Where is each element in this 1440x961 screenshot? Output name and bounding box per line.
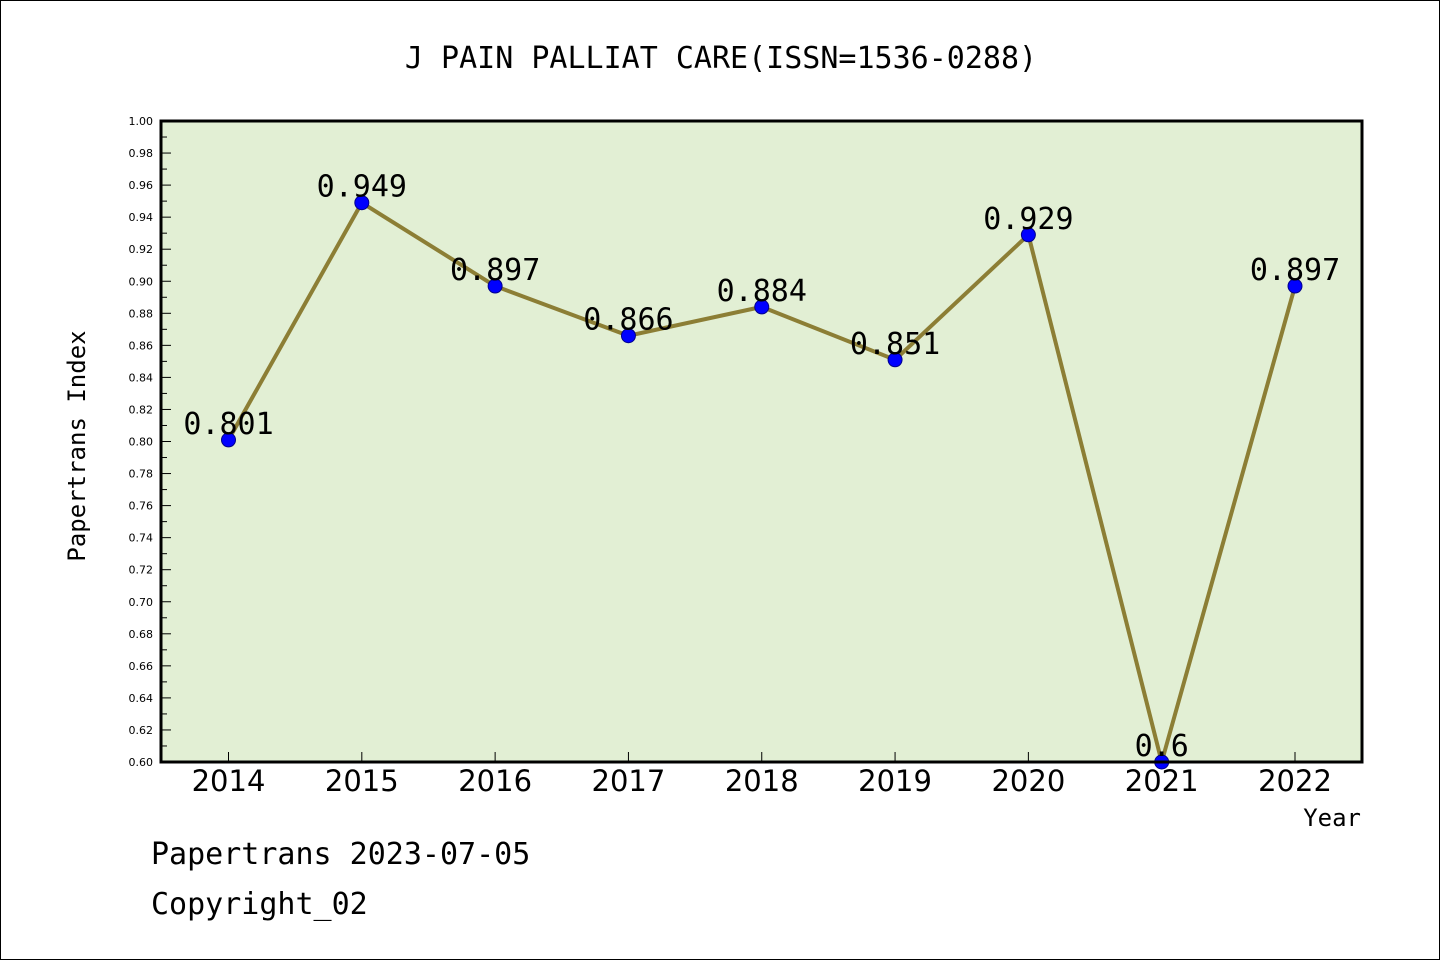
y-tick-label: 0.68 [129, 628, 154, 641]
data-point [887, 352, 903, 368]
data-point [221, 432, 236, 448]
series-points [221, 195, 1303, 770]
x-axis-ticks: 2014 2015 2016 2017 2018 2019 2020 2021 2022 [192, 752, 1332, 798]
y-axis-ticks: 0.60 0.62 0.64 0.66 0.68 0.70 0.72 0.74 0.76 0.78… [129, 115, 171, 769]
y-tick-label: 0.88 [129, 307, 154, 320]
y-tick-label: 0.96 [129, 179, 154, 192]
chart-title: J PAIN PALLIAT CARE(ISSN=1536-0288) [405, 41, 1037, 76]
data-point [754, 299, 770, 315]
y-tick-label: 0.90 [129, 275, 154, 288]
footer-date: Papertrans 2023-07-05 [151, 837, 530, 872]
y-tick-label: 0.76 [129, 500, 154, 513]
data-point [487, 278, 503, 294]
data-label: 0.897 [1250, 253, 1340, 288]
data-label: 0.884 [717, 274, 807, 309]
y-tick-label: 0.72 [129, 564, 154, 577]
data-point [1287, 278, 1303, 294]
y-tick-label: 0.74 [129, 532, 154, 545]
y-tick-label: 0.86 [129, 339, 154, 352]
y-tick-label: 0.94 [129, 211, 154, 224]
footer-copyright: Copyright_02 [151, 887, 368, 922]
y-tick-label: 0.84 [129, 371, 154, 384]
x-tick-label: 2015 [325, 764, 399, 798]
x-tick-label: 2021 [1125, 764, 1199, 798]
y-tick-label: 0.62 [129, 724, 154, 737]
plot-frame [159, 119, 1364, 764]
data-point [620, 328, 636, 344]
data-label: 0.949 [317, 170, 407, 205]
data-label: 0.6 [1135, 729, 1189, 764]
data-label: 0.801 [183, 407, 273, 442]
y-tick-label: 0.98 [129, 147, 154, 160]
x-tick-label: 2017 [592, 764, 666, 798]
data-label: 0.851 [850, 327, 940, 362]
y-tick-label: 0.70 [129, 596, 154, 609]
data-label: 0.897 [450, 253, 540, 288]
y-tick-label: 1.00 [129, 115, 154, 128]
y-tick-label: 0.64 [129, 692, 154, 705]
x-tick-label: 2018 [725, 764, 799, 798]
y-axis-label: Papertrans Index [63, 330, 91, 561]
x-tick-label: 2019 [858, 764, 932, 798]
x-tick-label: 2014 [192, 764, 266, 798]
y-tick-label: 0.82 [129, 403, 154, 416]
data-labels: 0.801 0.949 0.897 0.866 0.884 0.851 0.929 0.6 0.… [183, 170, 1340, 764]
y-tick-label: 0.78 [129, 468, 154, 481]
y-tick-label: 0.66 [129, 660, 154, 673]
y-tick-label: 0.80 [129, 436, 154, 449]
data-point [1020, 227, 1036, 243]
x-axis-label: Year [1303, 804, 1361, 832]
x-tick-label: 2016 [458, 764, 532, 798]
x-tick-label: 2022 [1258, 764, 1332, 798]
y-tick-label: 0.60 [129, 756, 154, 769]
data-label: 0.866 [583, 303, 673, 338]
plot-area [161, 121, 1362, 762]
data-label: 0.929 [983, 202, 1073, 237]
data-point [354, 195, 370, 211]
x-tick-label: 2020 [991, 764, 1065, 798]
y-tick-label: 0.92 [129, 243, 154, 256]
